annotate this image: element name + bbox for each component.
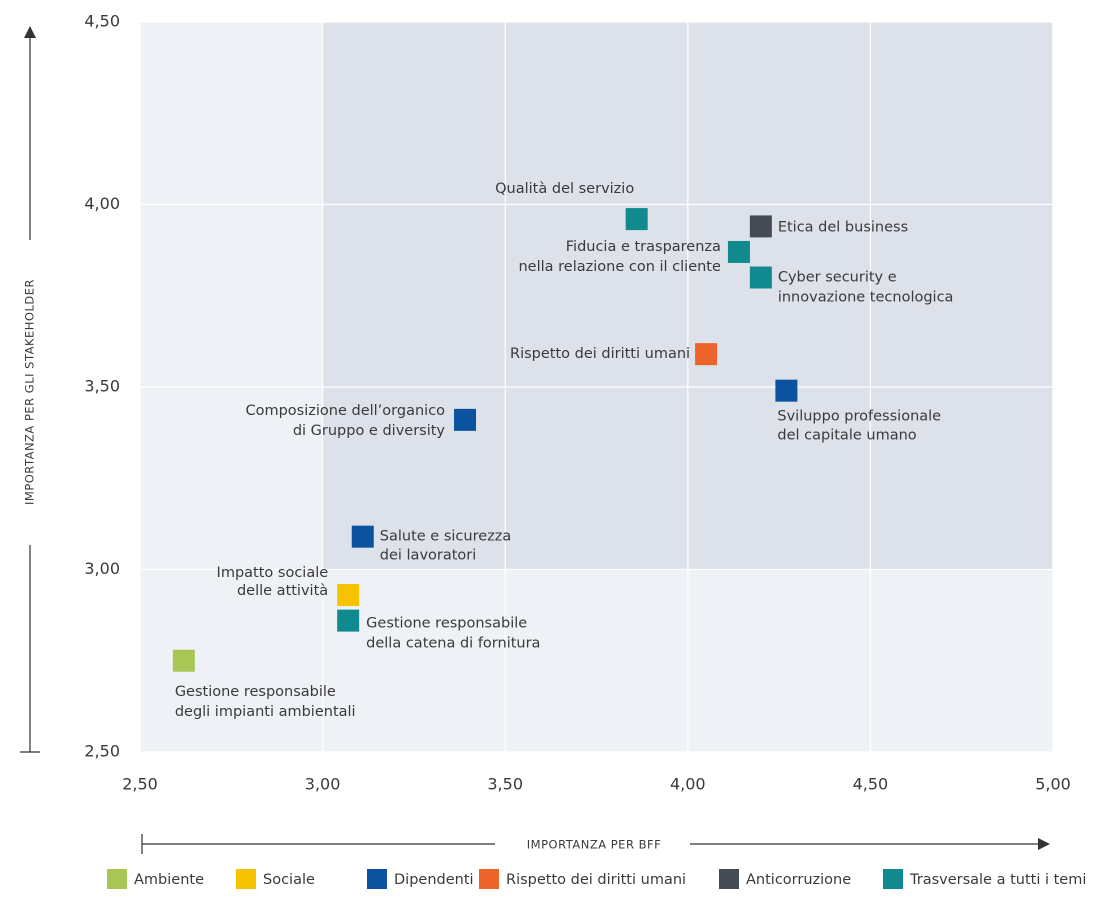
legend-swatch	[719, 869, 739, 889]
y-tick-label: 2,50	[84, 742, 120, 761]
data-point	[625, 208, 648, 231]
point-label: delle attività	[237, 583, 328, 599]
data-point	[695, 343, 718, 366]
data-point	[749, 266, 772, 289]
point-label: Composizione dell’organico	[245, 403, 445, 419]
point-label: Cyber security e	[778, 270, 897, 286]
x-axis-label: IMPORTANZA PER BFF	[527, 838, 661, 852]
point-label: Salute e sicurezza	[380, 529, 511, 545]
point-label: Gestione responsabile	[175, 684, 336, 700]
y-tick-label: 4,50	[84, 12, 120, 31]
legend-swatch	[883, 869, 903, 889]
point-label: Fiducia e trasparenza	[566, 239, 721, 255]
legend-swatch	[236, 869, 256, 889]
point-label: della catena di fornitura	[366, 636, 540, 652]
legend-label: Dipendenti	[394, 872, 474, 888]
x-tick-label: 3,00	[305, 775, 341, 794]
legend-swatch	[479, 869, 499, 889]
x-axis-arrowhead	[1038, 838, 1050, 850]
point-label: di Gruppo e diversity	[293, 423, 446, 439]
y-axis-label: IMPORTANZA PER GLI STAKEHOLDER	[23, 279, 37, 505]
data-point	[775, 379, 798, 402]
legend-label: Sociale	[263, 872, 315, 888]
y-tick-label: 3,00	[84, 559, 120, 578]
legend-label: Ambiente	[134, 872, 204, 888]
legend-label: Trasversale a tutti i temi	[909, 872, 1086, 888]
data-point	[454, 408, 477, 431]
point-label: Impatto sociale	[217, 565, 329, 581]
point-label: Sviluppo professionale	[777, 409, 941, 425]
point-label: Rispetto dei diritti umani	[510, 346, 690, 362]
data-point	[727, 240, 750, 263]
data-point	[337, 584, 360, 607]
legend-label: Anticorruzione	[746, 872, 851, 888]
x-tick-label: 2,50	[122, 775, 158, 794]
y-axis-arrowhead	[24, 26, 36, 38]
point-label: Qualità del servizio	[495, 181, 634, 197]
x-tick-label: 5,00	[1035, 775, 1071, 794]
point-label: Gestione responsabile	[366, 616, 527, 632]
legend-swatch	[107, 869, 127, 889]
point-label: nella relazione con il cliente	[518, 259, 721, 275]
point-label: dei lavoratori	[380, 548, 477, 564]
x-tick-label: 4,50	[853, 775, 889, 794]
legend-swatch	[367, 869, 387, 889]
point-label: degli impianti ambientali	[175, 704, 356, 720]
point-label: innovazione tecnologica	[778, 290, 954, 306]
data-point	[749, 215, 772, 238]
data-point	[337, 609, 360, 632]
y-tick-label: 4,00	[84, 194, 120, 213]
legend-label: Rispetto dei diritti umani	[506, 872, 686, 888]
point-label: del capitale umano	[777, 428, 916, 444]
x-tick-label: 4,00	[670, 775, 706, 794]
data-point	[351, 525, 374, 548]
y-tick-label: 3,50	[84, 377, 120, 396]
axis-decor	[20, 26, 1050, 854]
x-tick-label: 3,50	[487, 775, 523, 794]
data-point	[172, 649, 195, 672]
point-label: Etica del business	[778, 219, 908, 235]
